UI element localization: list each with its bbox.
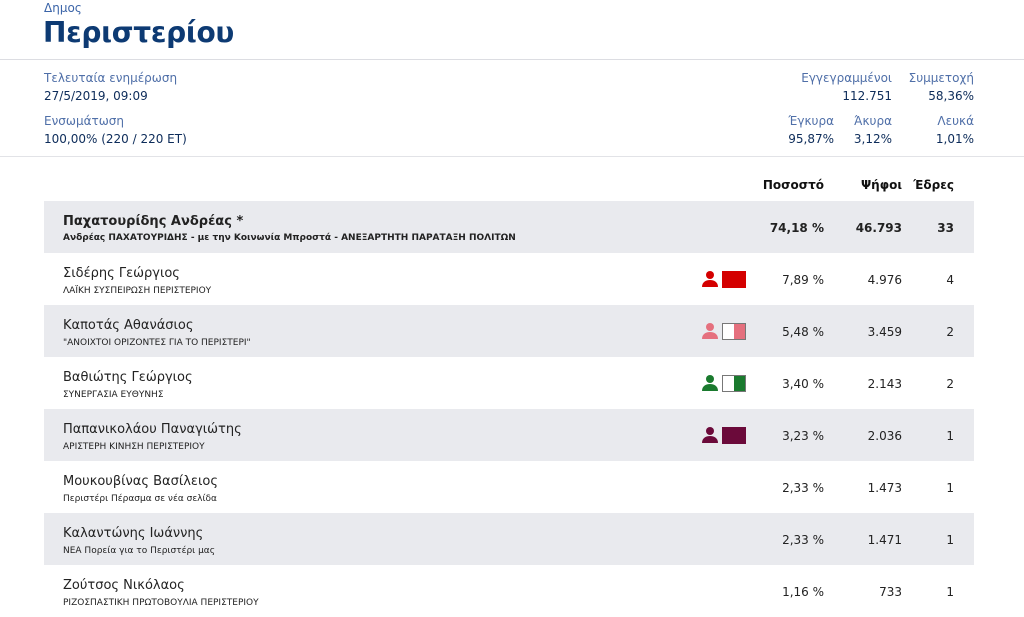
percent-value: 2,33 % [782, 533, 824, 547]
person-icon [702, 271, 718, 287]
page-header: Δημος Περιστερίου [0, 0, 1024, 60]
candidate-name: Καποτάς Αθανάσιος [63, 318, 194, 333]
percent-value: 1,16 % [782, 585, 824, 599]
seats-value: 2 [946, 377, 954, 391]
invalid-label: Άκυρα [854, 114, 892, 128]
votes-value: 2.036 [867, 429, 902, 443]
blank-label: Λευκά [937, 114, 974, 128]
percent-value: 2,33 % [782, 481, 824, 495]
percent-value: 74,18 % [769, 221, 824, 235]
candidate-row[interactable]: Βαθιώτης Γεώργιος ΣΥΝΕΡΓΑΣΙΑ ΕΥΘΥΝΗΣ 3,4… [44, 357, 974, 409]
seats-value: 1 [946, 533, 954, 547]
party-name: Ανδρέας ΠΑΧΑΤΟΥΡΙΔΗΣ - με την Κοινωνία Μ… [63, 233, 516, 243]
seats-value: 33 [937, 221, 954, 235]
votes-value: 733 [879, 585, 902, 599]
seats-value: 2 [946, 325, 954, 339]
party-name: "ΑΝΟΙΧΤΟΙ ΟΡΙΖΟΝΤΕΣ ΓΙΑ ΤΟ ΠΕΡΙΣΤΕΡΙ" [63, 338, 251, 348]
votes-value: 4.976 [867, 273, 902, 287]
party-flag-icon [722, 270, 746, 288]
party-flag-icon [722, 426, 746, 444]
turnout-value: 58,36% [928, 89, 974, 103]
candidate-row[interactable]: Σιδέρης Γεώργιος ΛΑΪΚΗ ΣΥΣΠΕΙΡΩΣΗ ΠΕΡΙΣΤ… [44, 253, 974, 305]
valid-label: Έγκυρα [788, 114, 834, 128]
seats-value: 1 [946, 481, 954, 495]
party-name: ΛΑΪΚΗ ΣΥΣΠΕΙΡΩΣΗ ΠΕΡΙΣΤΕΡΙΟΥ [63, 286, 212, 296]
valid-value: 95,87% [788, 132, 834, 146]
blank-value: 1,01% [935, 132, 974, 146]
last-update-label: Τελευταία ενημέρωση [44, 71, 178, 85]
percent-value: 3,40 % [782, 377, 824, 391]
votes-value: 46.793 [855, 221, 902, 235]
column-header-percent: Ποσοστό [762, 178, 824, 192]
person-icon [702, 427, 718, 443]
invalid-value: 3,12% [853, 132, 892, 146]
percent-value: 3,23 % [782, 429, 824, 443]
integration-value: 100,00% (220 / 220 ΕΤ) [44, 132, 187, 146]
last-update-value: 27/5/2019, 09:09 [44, 89, 148, 103]
party-name: ΡΙΖΟΣΠΑΣΤΙΚΗ ΠΡΩΤΟΒΟΥΛΙΑ ΠΕΡΙΣΤΕΡΙΟΥ [63, 598, 259, 608]
column-header-votes: Ψήφοι [860, 178, 902, 192]
candidate-row[interactable]: Ζούτσος Νικόλαος ΡΙΖΟΣΠΑΣΤΙΚΗ ΠΡΩΤΟΒΟΥΛΙ… [44, 565, 974, 617]
candidate-row[interactable]: Καποτάς Αθανάσιος "ΑΝΟΙΧΤΟΙ ΟΡΙΖΟΝΤΕΣ ΓΙ… [44, 305, 974, 357]
votes-value: 1.471 [867, 533, 902, 547]
summary-panel: Τελευταία ενημέρωση 27/5/2019, 09:09 Ενσ… [0, 60, 1024, 157]
party-name: Περιστέρι Πέρασμα σε νέα σελίδα [63, 494, 217, 504]
candidate-row[interactable]: Παχατουρίδης Ανδρέας * Ανδρέας ΠΑΧΑΤΟΥΡΙ… [44, 201, 974, 253]
candidate-name: Παπανικολάου Παναγιώτης [63, 422, 242, 437]
candidate-row[interactable]: Μουκουβίνας Βασίλειος Περιστέρι Πέρασμα … [44, 461, 974, 513]
municipality-kicker: Δημος [44, 1, 82, 15]
party-icons [701, 374, 746, 392]
votes-value: 3.459 [867, 325, 902, 339]
integration-label: Ενσωμάτωση [44, 114, 124, 128]
turnout-label: Συμμετοχή [908, 71, 974, 85]
person-icon [702, 375, 718, 391]
page-title: Περιστερίου [43, 16, 235, 49]
party-name: ΣΥΝΕΡΓΑΣΙΑ ΕΥΘΥΝΗΣ [63, 390, 164, 400]
party-icons [701, 426, 746, 444]
seats-value: 1 [946, 585, 954, 599]
candidate-name: Μουκουβίνας Βασίλειος [63, 474, 218, 489]
seats-value: 1 [946, 429, 954, 443]
candidate-row[interactable]: Παπανικολάου Παναγιώτης ΑΡΙΣΤΕΡΗ ΚΙΝΗΣΗ … [44, 409, 974, 461]
party-icons [701, 322, 746, 340]
candidate-name: Παχατουρίδης Ανδρέας * [63, 214, 244, 229]
votes-value: 1.473 [867, 481, 902, 495]
percent-value: 7,89 % [782, 273, 824, 287]
seats-value: 4 [946, 273, 954, 287]
party-icons [701, 270, 746, 288]
votes-value: 2.143 [867, 377, 902, 391]
registered-value: 112.751 [842, 89, 892, 103]
candidate-name: Ζούτσος Νικόλαος [63, 578, 185, 593]
candidate-name: Βαθιώτης Γεώργιος [63, 370, 193, 385]
candidate-name: Καλαντώνης Ιωάννης [63, 526, 204, 541]
registered-label: Εγγεγραμμένοι [801, 71, 892, 85]
candidate-row[interactable]: Καλαντώνης Ιωάννης ΝΕΑ Πορεία για το Περ… [44, 513, 974, 565]
percent-value: 5,48 % [782, 325, 824, 339]
candidate-name: Σιδέρης Γεώργιος [63, 266, 180, 281]
party-name: ΑΡΙΣΤΕΡΗ ΚΙΝΗΣΗ ΠΕΡΙΣΤΕΡΙΟΥ [63, 442, 205, 452]
party-flag-icon [722, 374, 746, 392]
column-header-seats: Έδρες [913, 178, 954, 192]
party-name: ΝΕΑ Πορεία για το Περιστέρι μας [63, 546, 216, 556]
party-flag-icon [722, 322, 746, 340]
person-icon [702, 323, 718, 339]
